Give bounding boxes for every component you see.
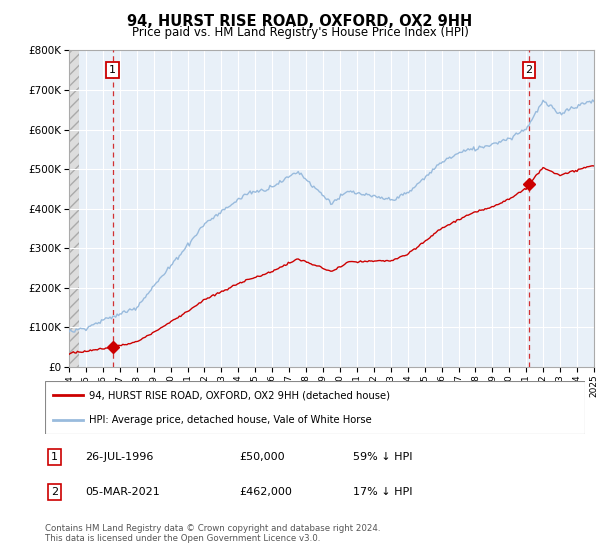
Text: 94, HURST RISE ROAD, OXFORD, OX2 9HH: 94, HURST RISE ROAD, OXFORD, OX2 9HH	[127, 14, 473, 29]
Text: 1: 1	[51, 452, 58, 462]
Text: 1: 1	[109, 65, 116, 75]
Text: 2: 2	[526, 65, 533, 75]
Text: HPI: Average price, detached house, Vale of White Horse: HPI: Average price, detached house, Vale…	[89, 414, 372, 424]
FancyBboxPatch shape	[45, 381, 585, 434]
Text: Price paid vs. HM Land Registry's House Price Index (HPI): Price paid vs. HM Land Registry's House …	[131, 26, 469, 39]
Text: 26-JUL-1996: 26-JUL-1996	[86, 452, 154, 462]
Text: 94, HURST RISE ROAD, OXFORD, OX2 9HH (detached house): 94, HURST RISE ROAD, OXFORD, OX2 9HH (de…	[89, 390, 390, 400]
Text: 17% ↓ HPI: 17% ↓ HPI	[353, 487, 412, 497]
Text: 59% ↓ HPI: 59% ↓ HPI	[353, 452, 412, 462]
Text: Contains HM Land Registry data © Crown copyright and database right 2024.
This d: Contains HM Land Registry data © Crown c…	[45, 524, 380, 543]
Text: £50,000: £50,000	[239, 452, 285, 462]
Text: £462,000: £462,000	[239, 487, 292, 497]
Text: 05-MAR-2021: 05-MAR-2021	[86, 487, 160, 497]
Text: 2: 2	[51, 487, 58, 497]
Bar	[69, 50, 79, 367]
